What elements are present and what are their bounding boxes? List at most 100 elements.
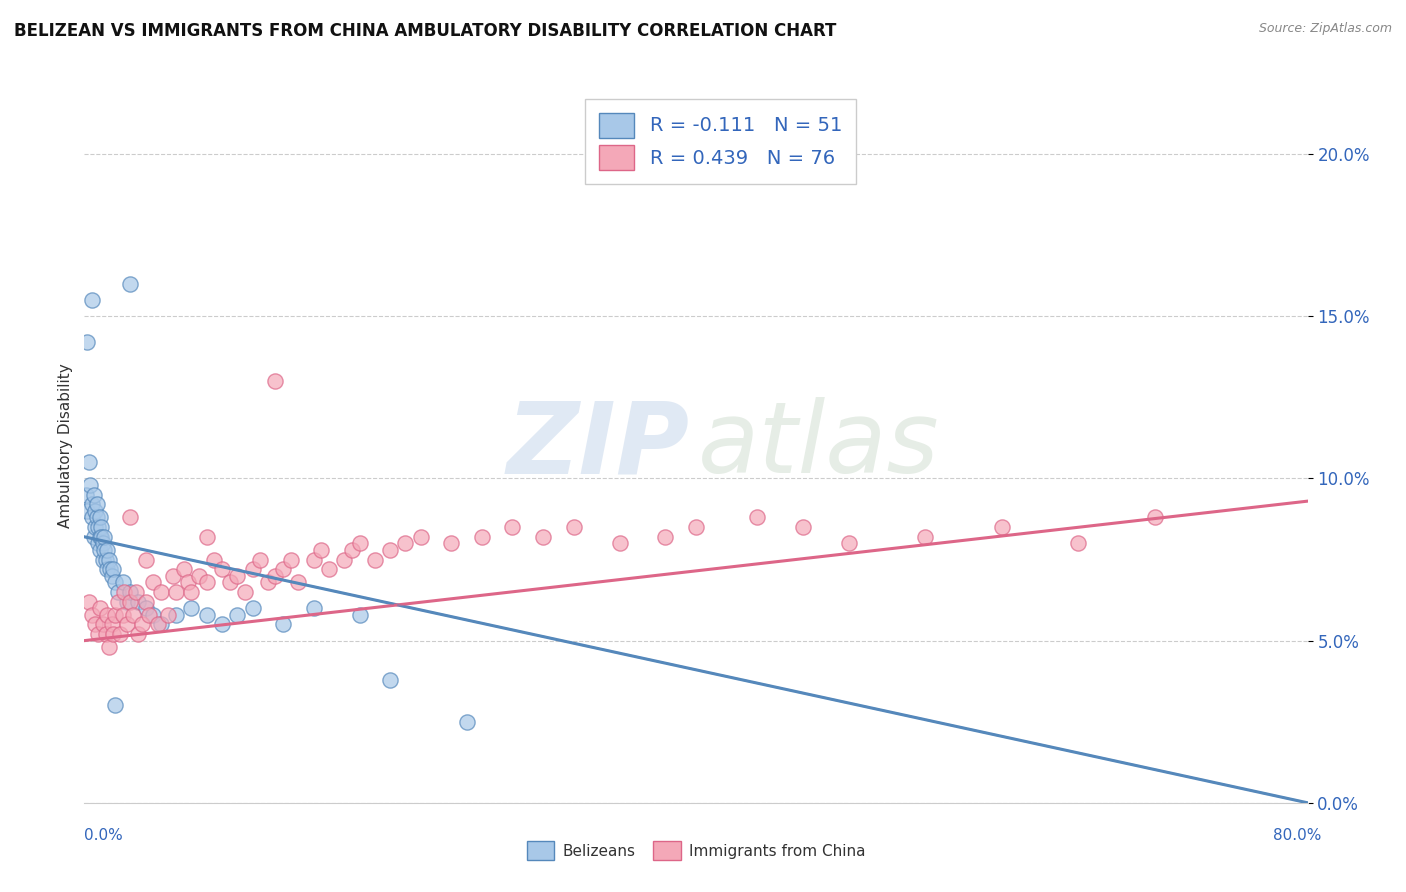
Point bbox=[76, 335, 98, 350]
Point bbox=[127, 595, 149, 609]
Point bbox=[93, 530, 115, 544]
Point bbox=[409, 530, 432, 544]
Point bbox=[149, 585, 172, 599]
Point bbox=[127, 627, 149, 641]
Point bbox=[89, 601, 111, 615]
Point bbox=[96, 542, 118, 557]
Point bbox=[75, 488, 97, 502]
Point bbox=[120, 595, 142, 609]
Point bbox=[162, 568, 184, 582]
Point bbox=[101, 617, 124, 632]
Point bbox=[120, 510, 142, 524]
Point bbox=[87, 520, 110, 534]
Point bbox=[115, 617, 138, 632]
Point bbox=[440, 536, 463, 550]
Point bbox=[195, 607, 218, 622]
Point bbox=[226, 568, 249, 582]
Point bbox=[456, 714, 478, 729]
Point bbox=[149, 617, 172, 632]
Point bbox=[94, 552, 117, 566]
Point bbox=[502, 520, 524, 534]
Point bbox=[654, 530, 676, 544]
Point bbox=[111, 607, 134, 622]
Point bbox=[104, 698, 127, 713]
Point bbox=[471, 530, 494, 544]
Point bbox=[177, 575, 200, 590]
Point bbox=[202, 552, 225, 566]
Point bbox=[83, 488, 105, 502]
Text: BELIZEAN VS IMMIGRANTS FROM CHINA AMBULATORY DISABILITY CORRELATION CHART: BELIZEAN VS IMMIGRANTS FROM CHINA AMBULA… bbox=[14, 22, 837, 40]
Point bbox=[838, 536, 860, 550]
Point bbox=[333, 552, 356, 566]
Point bbox=[89, 510, 111, 524]
Point bbox=[218, 575, 240, 590]
Point bbox=[84, 520, 107, 534]
Point bbox=[112, 585, 135, 599]
Text: ZIP: ZIP bbox=[506, 398, 689, 494]
Point bbox=[685, 520, 707, 534]
Point bbox=[101, 568, 124, 582]
Point bbox=[80, 510, 103, 524]
Point bbox=[157, 607, 180, 622]
Point bbox=[271, 617, 294, 632]
Point bbox=[287, 575, 309, 590]
Point bbox=[87, 627, 110, 641]
Point bbox=[364, 552, 387, 566]
Point bbox=[77, 455, 100, 469]
Legend: Belizeans, Immigrants from China: Belizeans, Immigrants from China bbox=[520, 835, 872, 866]
Point bbox=[80, 497, 103, 511]
Point bbox=[131, 617, 153, 632]
Point bbox=[97, 552, 120, 566]
Point bbox=[271, 562, 294, 576]
Point bbox=[93, 542, 115, 557]
Point bbox=[90, 520, 112, 534]
Point bbox=[107, 585, 129, 599]
Text: 80.0%: 80.0% bbox=[1274, 828, 1322, 843]
Point bbox=[188, 568, 211, 582]
Point bbox=[211, 562, 233, 576]
Point bbox=[76, 504, 98, 518]
Point bbox=[311, 542, 333, 557]
Point bbox=[394, 536, 416, 550]
Point bbox=[104, 575, 127, 590]
Point bbox=[914, 530, 936, 544]
Text: Source: ZipAtlas.com: Source: ZipAtlas.com bbox=[1258, 22, 1392, 36]
Text: atlas: atlas bbox=[697, 398, 939, 494]
Point bbox=[180, 601, 202, 615]
Point bbox=[94, 627, 117, 641]
Point bbox=[991, 520, 1014, 534]
Point bbox=[747, 510, 769, 524]
Point bbox=[86, 497, 108, 511]
Point bbox=[380, 542, 402, 557]
Point bbox=[108, 627, 131, 641]
Point bbox=[280, 552, 302, 566]
Point bbox=[318, 562, 340, 576]
Text: 0.0%: 0.0% bbox=[84, 828, 124, 843]
Point bbox=[609, 536, 631, 550]
Point bbox=[90, 530, 112, 544]
Point bbox=[84, 617, 107, 632]
Point bbox=[173, 562, 195, 576]
Point bbox=[80, 293, 103, 307]
Point bbox=[531, 530, 554, 544]
Point bbox=[211, 617, 233, 632]
Point bbox=[97, 640, 120, 654]
Point bbox=[340, 542, 363, 557]
Point bbox=[195, 575, 218, 590]
Point bbox=[562, 520, 585, 534]
Point bbox=[103, 562, 125, 576]
Point bbox=[111, 575, 134, 590]
Point bbox=[180, 585, 202, 599]
Point bbox=[87, 536, 110, 550]
Point bbox=[264, 568, 287, 582]
Point bbox=[226, 607, 249, 622]
Point bbox=[107, 595, 129, 609]
Point bbox=[146, 617, 169, 632]
Point bbox=[120, 585, 142, 599]
Point bbox=[96, 607, 118, 622]
Point bbox=[86, 510, 108, 524]
Point bbox=[142, 607, 165, 622]
Point bbox=[103, 627, 125, 641]
Point bbox=[115, 595, 138, 609]
Point bbox=[80, 607, 103, 622]
